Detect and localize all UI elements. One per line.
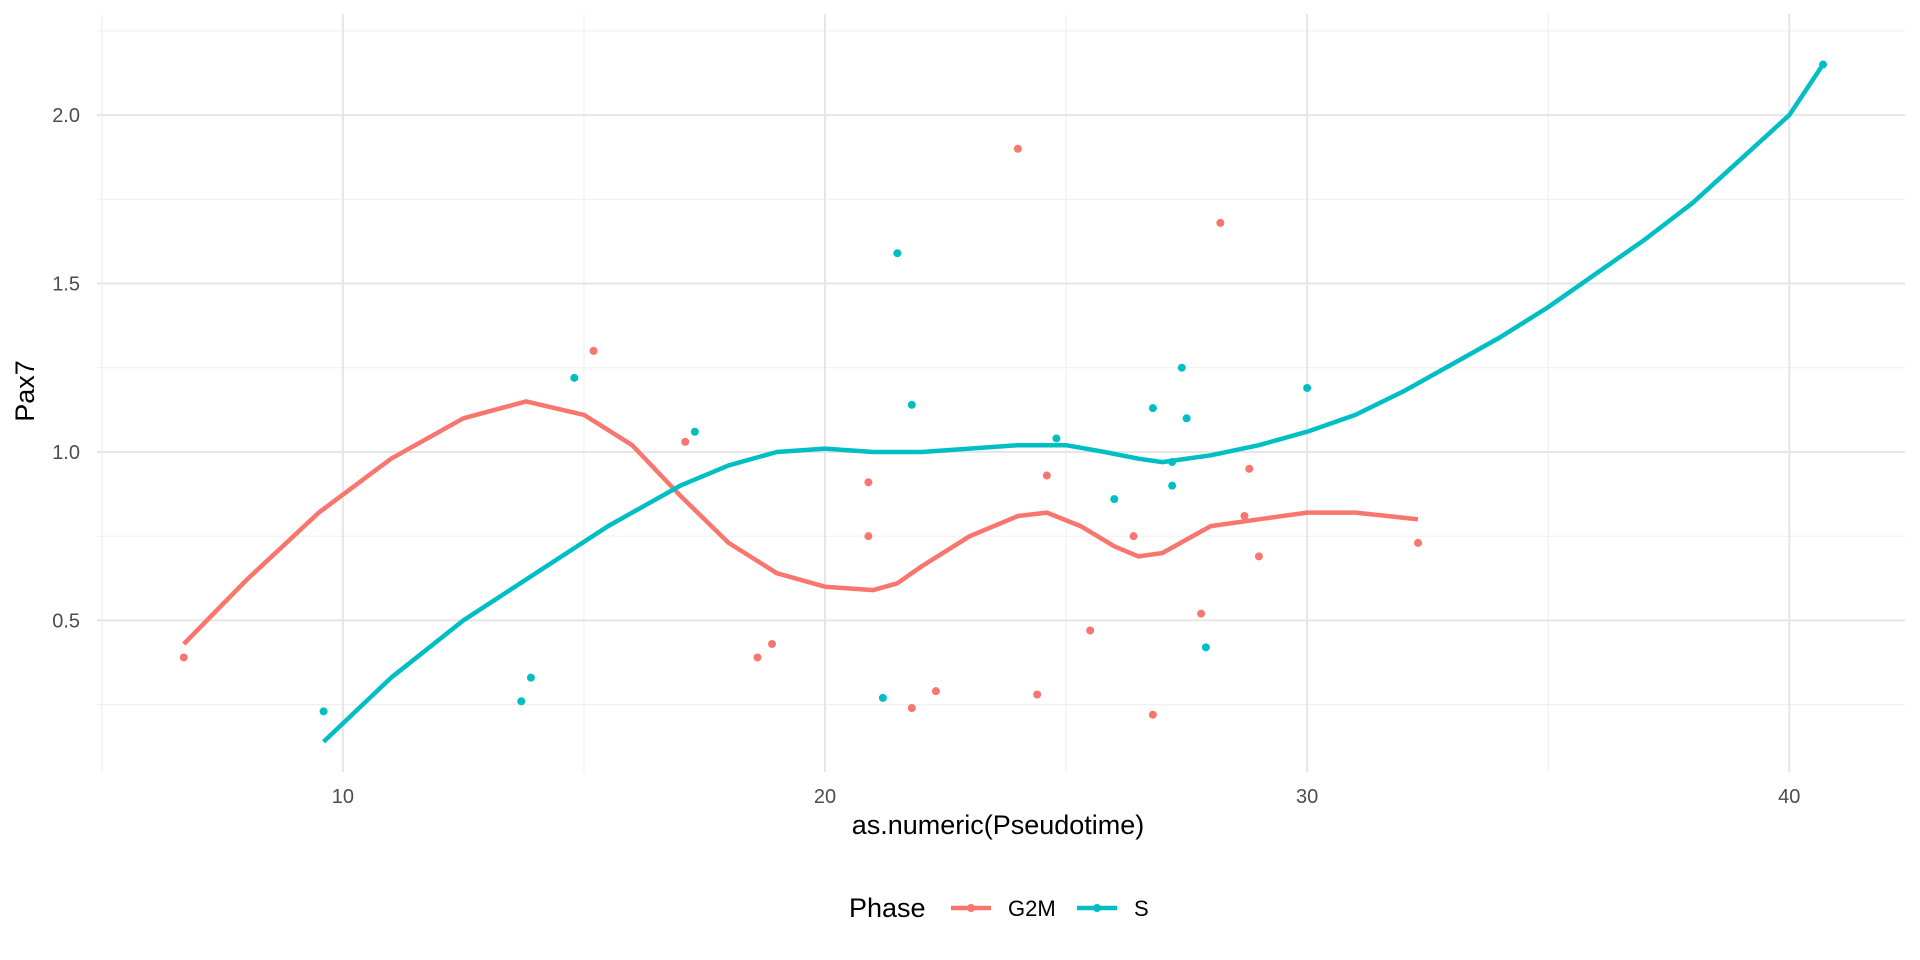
x-tick-label: 20	[814, 786, 836, 808]
tick-labels: 10 20 30 40 0.5 1.0 1.5 2.0	[52, 105, 1800, 808]
data-point-s	[1052, 434, 1061, 443]
data-point-g2m	[1216, 218, 1225, 227]
data-point-g2m	[1033, 690, 1042, 699]
data-point-g2m	[179, 653, 188, 662]
data-point-g2m	[1245, 464, 1254, 473]
data-point-s	[1168, 458, 1177, 467]
data-point-s	[1201, 643, 1210, 652]
legend-key-point-g2m	[967, 904, 975, 912]
data-point-g2m	[931, 687, 940, 696]
smooth-line-s	[322, 63, 1825, 744]
data-point-g2m	[1197, 609, 1206, 618]
data-point-g2m	[589, 346, 598, 355]
y-tick-label: 1.5	[52, 274, 80, 296]
smooth-line-g2m	[182, 399, 1419, 646]
x-tick-label: 40	[1778, 786, 1800, 808]
data-point-s	[517, 697, 526, 706]
legend-key-point-s	[1093, 904, 1101, 912]
data-point-s	[893, 249, 902, 258]
x-tick-label: 30	[1296, 786, 1318, 808]
data-point-s	[878, 693, 887, 702]
data-point-s	[1110, 495, 1119, 504]
data-point-s	[690, 427, 699, 436]
x-tick-label: 10	[332, 786, 354, 808]
data-point-s	[526, 673, 535, 682]
data-point-s	[1177, 363, 1186, 372]
data-point-g2m	[767, 639, 776, 648]
data-point-g2m	[1086, 626, 1095, 635]
data-point-s	[319, 707, 328, 716]
data-point-s	[907, 400, 916, 409]
data-point-g2m	[753, 653, 762, 662]
data-point-s	[570, 373, 579, 382]
data-point-g2m	[1042, 471, 1051, 480]
data-point-g2m	[1013, 144, 1022, 153]
data-point-g2m	[1129, 532, 1138, 541]
plot-area	[179, 60, 1828, 744]
grid	[97, 14, 1905, 772]
data-point-g2m	[681, 437, 690, 446]
data-point-s	[1303, 383, 1312, 392]
data-point-g2m	[1254, 552, 1263, 561]
y-tick-label: 1.0	[52, 442, 80, 464]
legend-label-g2m: G2M	[1008, 896, 1056, 921]
legend-label-s: S	[1134, 896, 1149, 921]
legend-title: Phase	[849, 893, 926, 923]
data-point-s	[1168, 481, 1177, 490]
legend: Phase G2M S	[849, 893, 1149, 923]
data-point-g2m	[1148, 710, 1157, 719]
data-point-g2m	[864, 532, 873, 541]
data-point-g2m	[1414, 538, 1423, 547]
y-tick-label: 2.0	[52, 105, 80, 127]
data-point-s	[1182, 414, 1191, 423]
data-point-s	[1148, 404, 1157, 413]
x-axis-title: as.numeric(Pseudotime)	[852, 810, 1145, 840]
data-point-g2m	[864, 478, 873, 487]
data-point-g2m	[1240, 511, 1249, 520]
data-point-s	[1819, 60, 1828, 69]
y-axis-title: Pax7	[10, 360, 40, 422]
data-point-g2m	[907, 703, 916, 712]
y-tick-label: 0.5	[52, 610, 80, 632]
